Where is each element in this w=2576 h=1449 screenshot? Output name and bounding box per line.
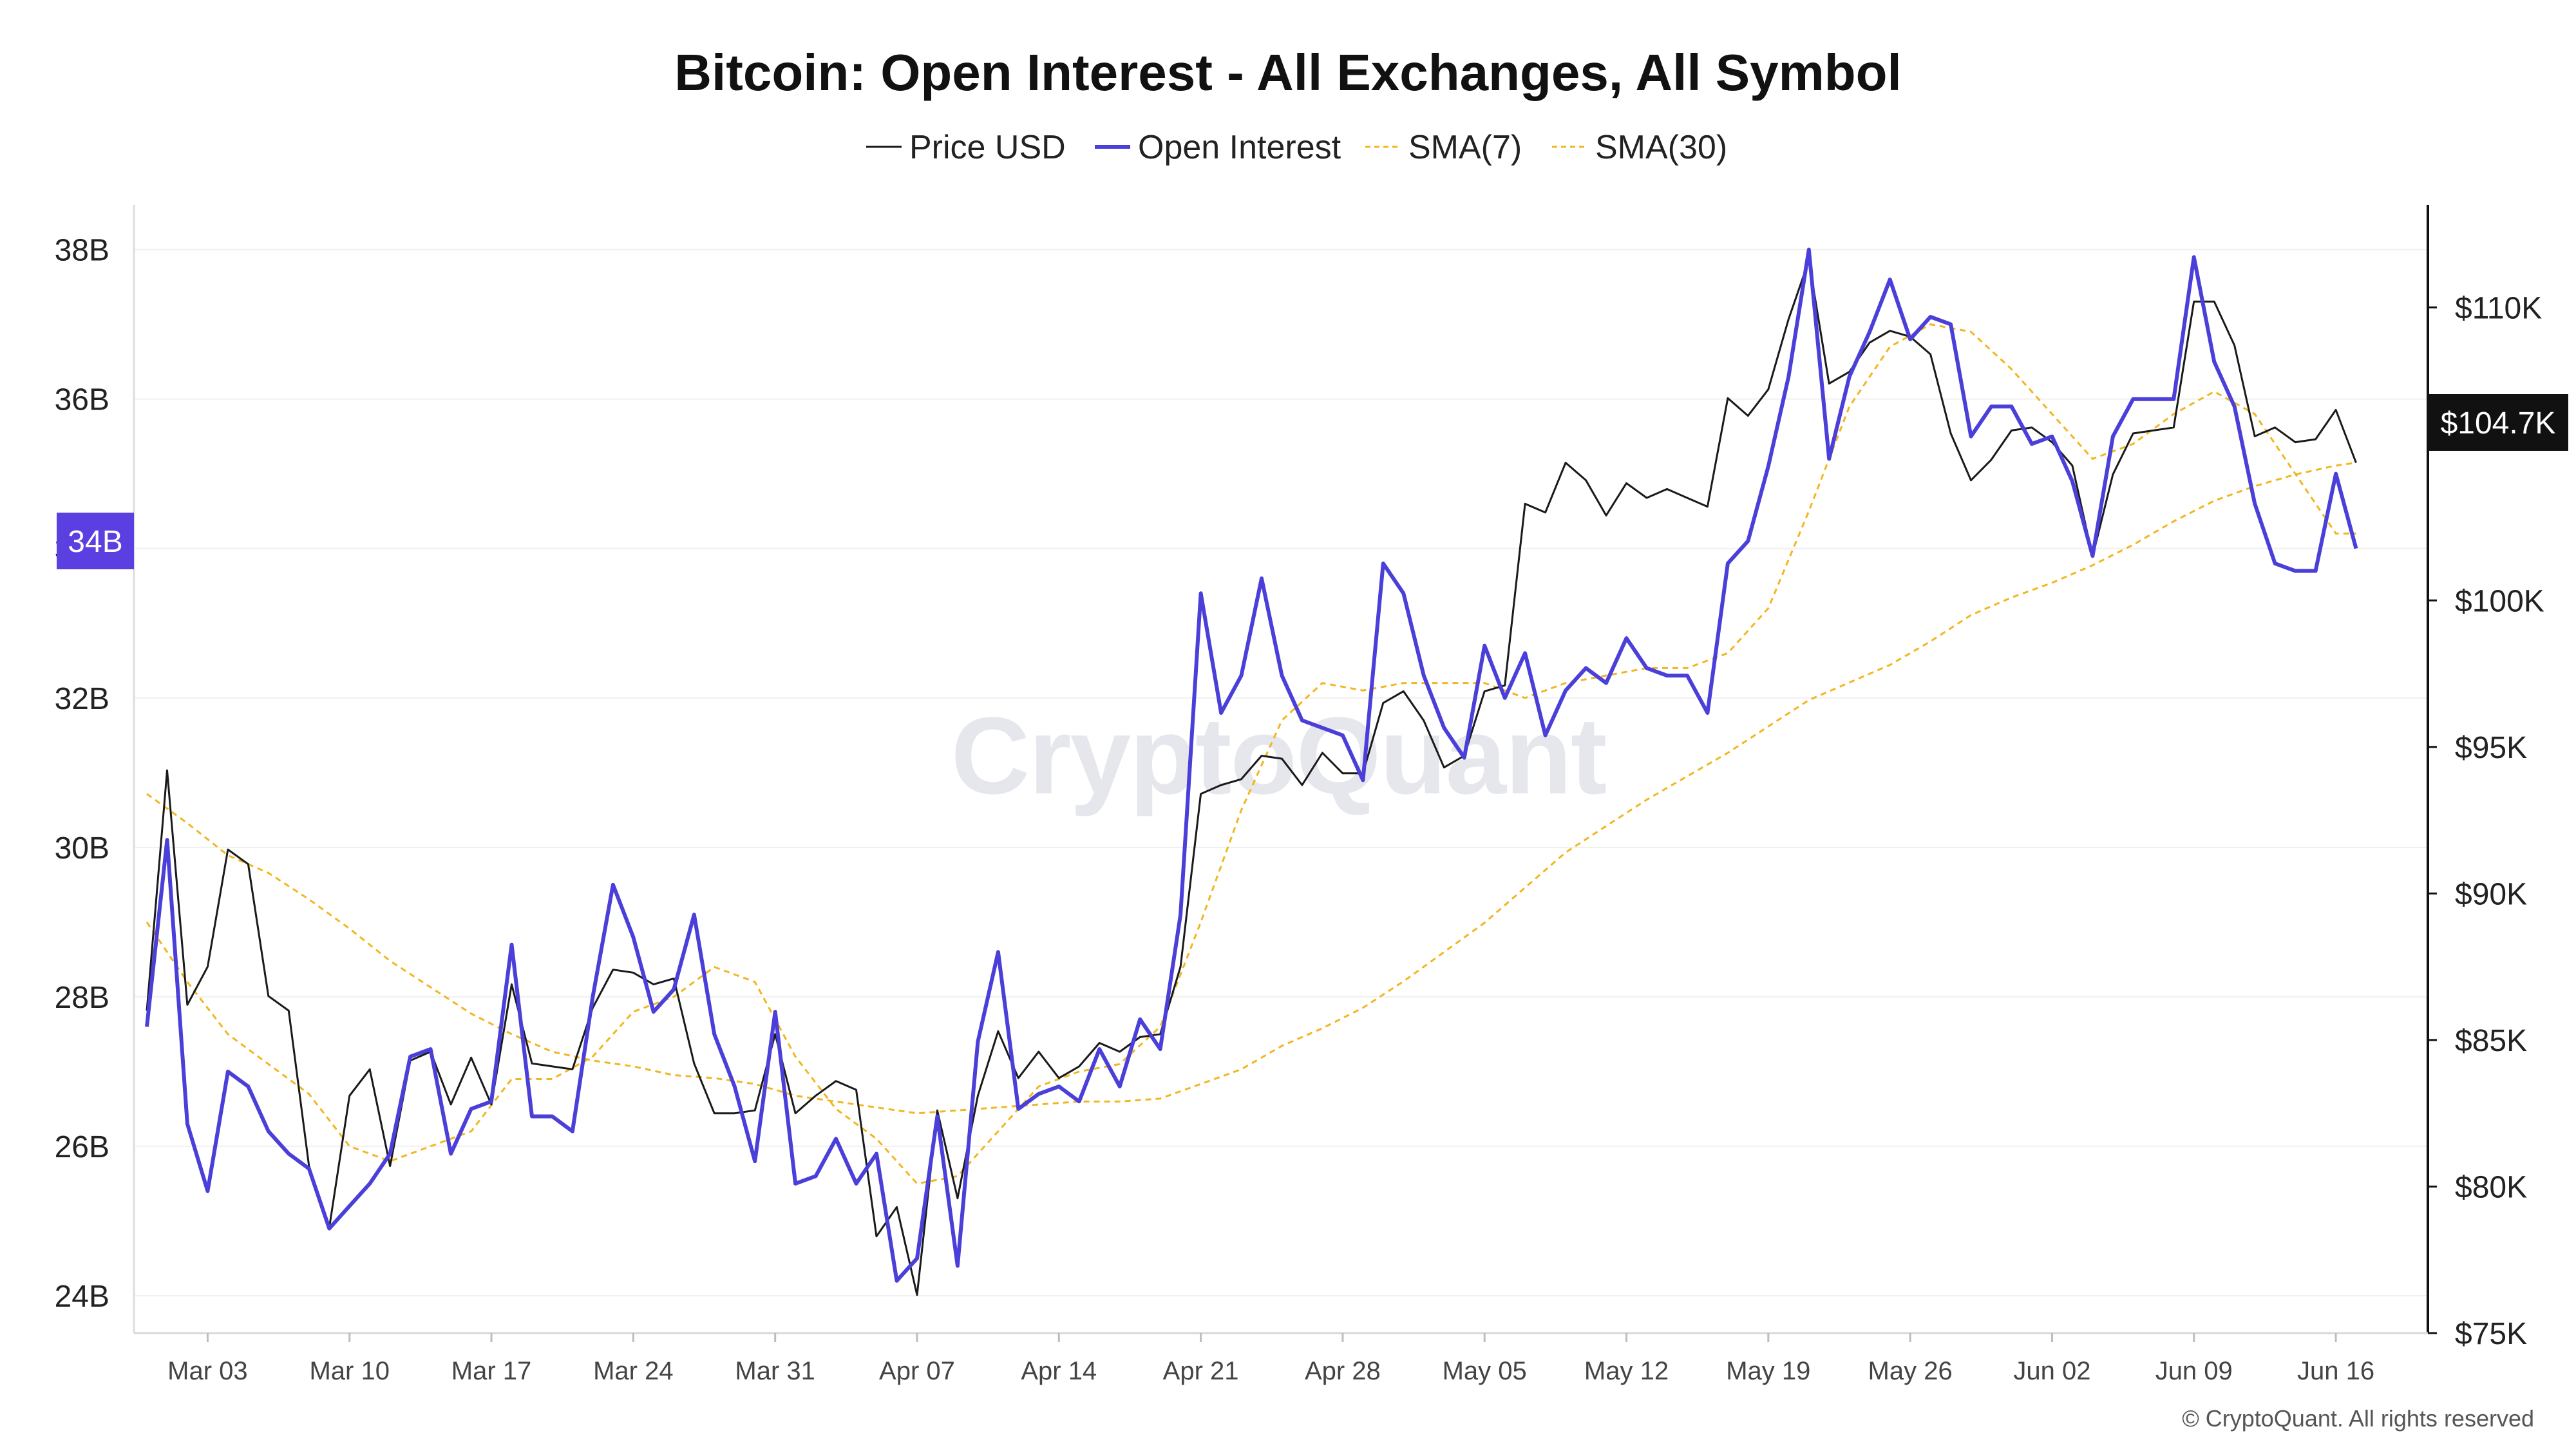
- series-sma7-line: [146, 323, 2356, 1185]
- x-tick-label: Mar 03: [167, 1357, 248, 1385]
- oi-current-badge: 34B: [57, 513, 134, 569]
- x-tick-label: May 19: [1726, 1357, 1810, 1385]
- legend-item-price[interactable]: Price USD: [866, 129, 1066, 166]
- right-tick-label: $80K: [2455, 1170, 2527, 1204]
- x-tick-label: Apr 21: [1163, 1357, 1239, 1385]
- left-tick-label: 26B: [55, 1130, 109, 1164]
- legend-item-sma30[interactable]: SMA(30): [1552, 129, 1727, 166]
- copyright: © CryptoQuant. All rights reserved: [2182, 1405, 2534, 1432]
- left-tick-label: 36B: [55, 383, 109, 417]
- series-sma30-line: [146, 462, 2356, 1115]
- x-axis-ticks: Mar 03 Mar 10 Mar 17 Mar 24 Mar 31 Apr 07 Apr …: [167, 1333, 2374, 1385]
- series-price-line: [146, 260, 2357, 1296]
- right-axis-ticks: $75K $80K $85K $90K $95K $100K $110K: [2428, 291, 2544, 1351]
- legend-label-sma7: SMA(7): [1408, 129, 1522, 166]
- right-tick-label: $100K: [2455, 584, 2544, 618]
- left-tick-label: 24B: [55, 1280, 109, 1314]
- left-tick-label: 38B: [55, 234, 109, 268]
- price-badge-label: $104.7K: [2441, 406, 2556, 440]
- axes: [133, 205, 2429, 1334]
- right-tick-label: $95K: [2455, 731, 2527, 765]
- legend-label-oi: Open Interest: [1138, 129, 1341, 166]
- oi-badge-box: [57, 513, 134, 569]
- legend-item-oi[interactable]: Open Interest: [1095, 129, 1341, 166]
- right-tick-label: $90K: [2455, 877, 2527, 911]
- right-tick-label: $110K: [2455, 291, 2542, 325]
- price-badge-box: [2428, 394, 2568, 451]
- legend-label-price: Price USD: [909, 129, 1066, 166]
- x-tick-label: Apr 07: [879, 1357, 955, 1385]
- x-tick-label: Mar 31: [735, 1357, 815, 1385]
- gridlines: [134, 249, 2428, 1296]
- legend: Price USD Open Interest SMA(7) SMA(30): [866, 129, 1727, 166]
- left-tick-label: 28B: [55, 981, 109, 1015]
- x-tick-label: Mar 17: [451, 1357, 532, 1385]
- x-tick-label: Apr 14: [1021, 1357, 1097, 1385]
- x-tick-label: May 05: [1443, 1357, 1527, 1385]
- left-axis-ticks: 24B26B28B30B32B34B36B38B: [55, 234, 109, 1314]
- x-tick-label: Apr 28: [1305, 1357, 1381, 1385]
- x-tick-label: Mar 10: [309, 1357, 390, 1385]
- watermark: CryptoQuant: [951, 695, 1606, 817]
- x-tick-label: May 12: [1584, 1357, 1669, 1385]
- x-tick-label: Jun 16: [2297, 1357, 2374, 1385]
- left-tick-label: 32B: [55, 682, 109, 716]
- x-tick-label: May 26: [1868, 1357, 1953, 1385]
- series-layer: [145, 247, 2358, 1296]
- x-tick-label: Mar 24: [593, 1357, 674, 1385]
- x-tick-label: Jun 09: [2155, 1357, 2233, 1385]
- right-tick-label: $75K: [2455, 1317, 2527, 1351]
- series-oi-line: [145, 247, 2358, 1283]
- left-tick-label: 30B: [55, 831, 109, 866]
- right-tick-label: $85K: [2455, 1024, 2527, 1058]
- price-current-badge: $104.7K: [2428, 394, 2568, 451]
- oi-badge-label: 34B: [68, 525, 122, 559]
- x-tick-label: Jun 02: [2013, 1357, 2090, 1385]
- chart-title: Bitcoin: Open Interest - All Exchanges, …: [674, 44, 1902, 101]
- legend-item-sma7[interactable]: SMA(7): [1365, 129, 1522, 166]
- legend-label-sma30: SMA(30): [1595, 129, 1727, 166]
